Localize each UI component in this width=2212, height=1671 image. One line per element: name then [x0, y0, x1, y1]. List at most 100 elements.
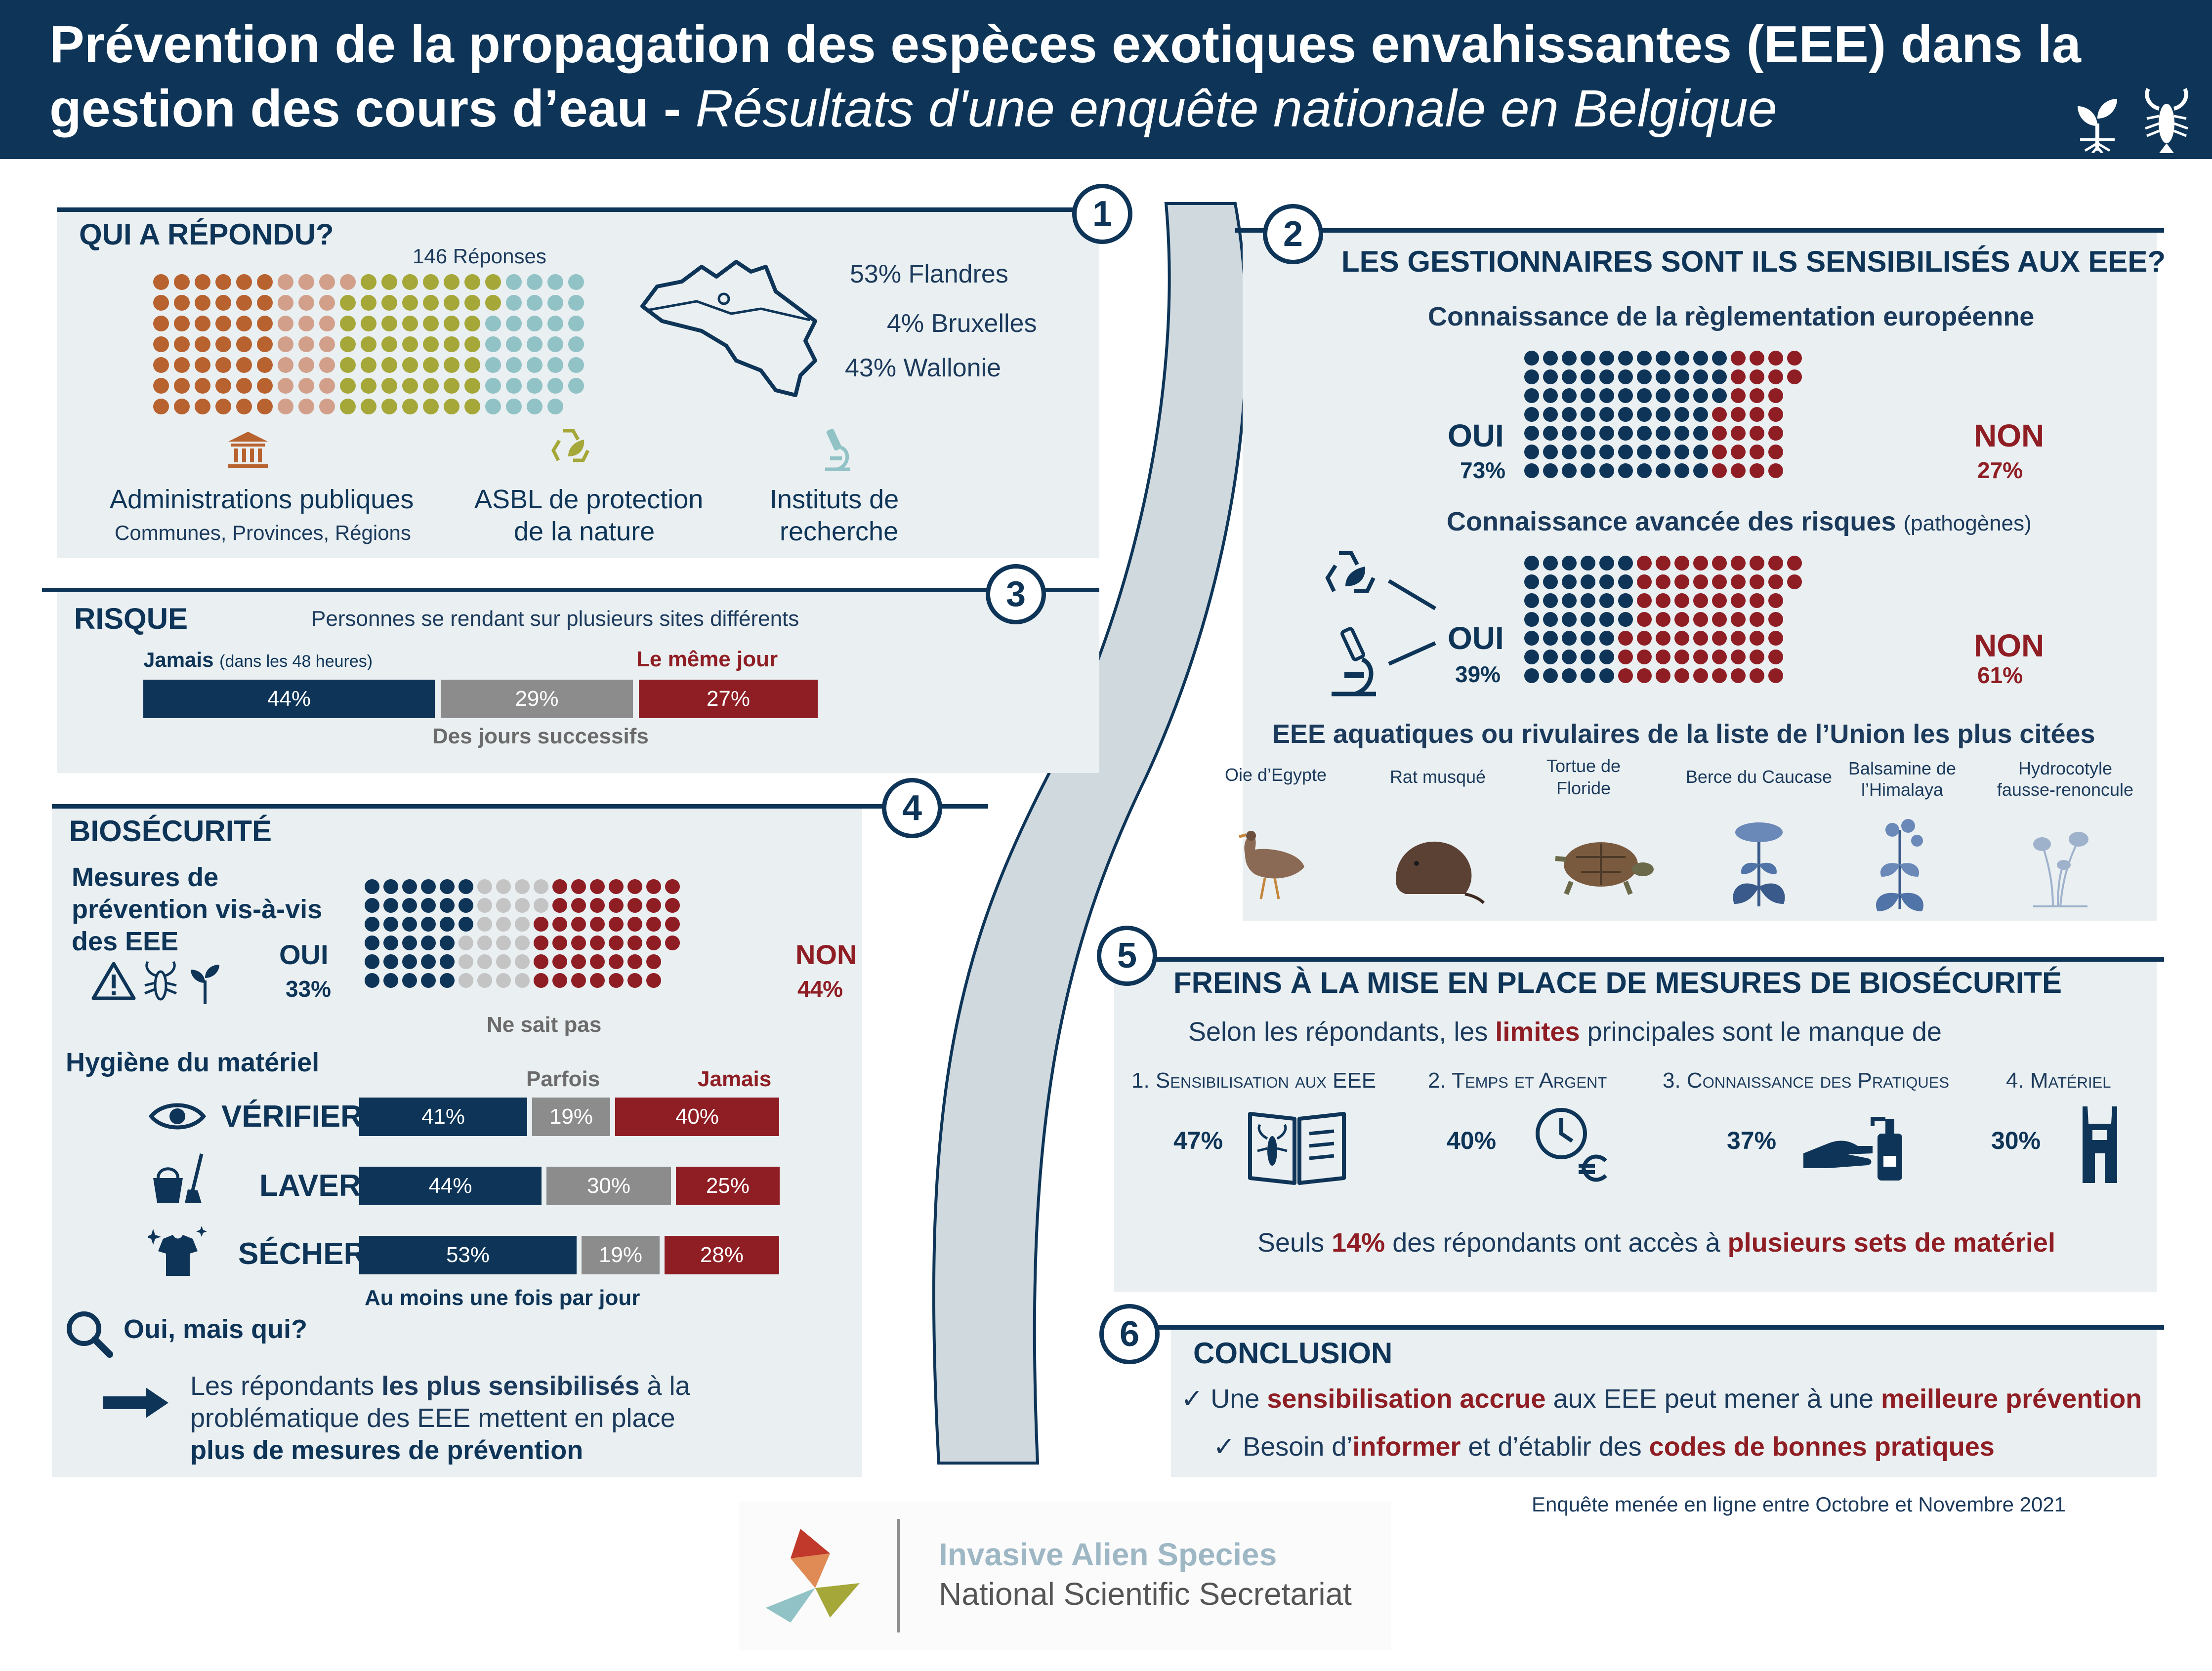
- respondent-dot: [174, 274, 190, 290]
- biosecurity-dot: [496, 954, 511, 969]
- respondent-dot: [195, 295, 210, 311]
- biosecurity-dot: [534, 936, 548, 950]
- q1-dot: [1637, 407, 1652, 422]
- response-count: 146 Réponses: [413, 245, 546, 268]
- respondent-dot: [423, 295, 439, 311]
- q1-dot-grid: [1524, 351, 1802, 478]
- respondent-dot: [464, 295, 480, 311]
- respondent-dot: [195, 378, 210, 394]
- biosecurity-dot: [609, 898, 624, 913]
- q2-dot: [1524, 631, 1539, 646]
- respondent-dot: [278, 357, 293, 373]
- bank-icon: [228, 432, 268, 468]
- q2-dot: [1674, 556, 1689, 571]
- respondent-dot: [402, 399, 418, 414]
- biosecurity-dot: [627, 917, 642, 932]
- q1-no-label: NON: [1974, 418, 2045, 453]
- respondent-dot: [236, 357, 252, 373]
- respondent-dot: [527, 336, 543, 352]
- region-bruxelles: 4% Bruxelles: [887, 309, 1037, 338]
- species-turtle-label2: Floride: [1556, 778, 1611, 798]
- biosecurity-dot: [365, 879, 379, 894]
- biosecurity-dot: [534, 879, 548, 894]
- hygiene-never-label: Jamais: [698, 1067, 772, 1091]
- respondent-dot: [568, 295, 584, 311]
- biosecurity-dot: [609, 936, 624, 950]
- respondent-dot: [506, 378, 522, 394]
- respondent-dot: [174, 378, 190, 394]
- biosecurity-dot: [571, 879, 586, 894]
- q1-dot: [1599, 445, 1614, 459]
- respondent-dot: [278, 399, 293, 414]
- turtle-icon: [1555, 842, 1654, 895]
- respondent-dot: [485, 357, 501, 373]
- respondent-dot: [153, 316, 169, 331]
- org-name-line1: Invasive Alien Species: [939, 1537, 1277, 1572]
- region-wallonie: 43% Wallonie: [845, 354, 1002, 382]
- q2-dot: [1543, 650, 1558, 664]
- biosecurity-dot: [477, 917, 492, 932]
- q1-dot: [1562, 351, 1577, 366]
- respondent-dot: [340, 336, 356, 352]
- respondent-dot: [236, 336, 252, 352]
- q1-dot: [1750, 369, 1764, 384]
- hygiene-bar-0-0: 41%: [359, 1098, 527, 1136]
- respondent-dot: [340, 316, 356, 331]
- q2-dot: [1637, 631, 1652, 646]
- biosecurity-dot: [459, 917, 473, 932]
- q2-dot: [1599, 650, 1614, 664]
- section6-rule: [1112, 1325, 2164, 1330]
- q1-dot: [1787, 351, 1802, 366]
- q1-dot: [1768, 351, 1783, 366]
- biosecurity-dot: [609, 917, 624, 932]
- biosecurity-dot: [627, 973, 642, 988]
- q2-dot: [1731, 668, 1746, 683]
- q2-dot: [1750, 631, 1764, 646]
- risk-bar-0: 44%: [143, 680, 435, 718]
- respondent-dot: [257, 274, 273, 290]
- q1-dot: [1693, 369, 1708, 384]
- respondent-dot: [298, 399, 314, 414]
- q1-dot: [1731, 351, 1746, 366]
- respondent-dot: [278, 274, 293, 290]
- biosecurity-dot: [496, 973, 511, 988]
- respondent-dot: [153, 378, 169, 394]
- biosecurity-dot: [365, 936, 379, 950]
- q1-dot: [1562, 445, 1577, 459]
- biosecurity-dot: [609, 973, 624, 988]
- q1-dot: [1656, 388, 1670, 403]
- biosec-unknown-label: Ne sait pas: [487, 1013, 602, 1037]
- section4-panel: [52, 808, 862, 1477]
- q2-dot: [1750, 593, 1764, 608]
- belgium-map-icon: [640, 260, 817, 397]
- respondent-dot: [215, 336, 231, 352]
- respondent-dot: [361, 336, 376, 352]
- q2-dot: [1581, 593, 1595, 608]
- respondent-dot: [485, 316, 501, 331]
- q1-dot: [1750, 351, 1764, 366]
- q1-dot: [1562, 407, 1577, 422]
- respondent-dot: [527, 295, 543, 311]
- biosecurity-dot: [421, 936, 436, 950]
- respondent-dot: [381, 378, 397, 394]
- q1-dot: [1693, 426, 1708, 441]
- respondent-dot: [547, 378, 563, 394]
- respondent-dot: [423, 336, 439, 352]
- connector-lines: [1387, 579, 1437, 666]
- q2-dot: [1618, 593, 1633, 608]
- q1-dot: [1693, 407, 1708, 422]
- hygiene-bar-1-0: 44%: [359, 1167, 542, 1205]
- q2-dot: [1693, 650, 1708, 664]
- q1-dot: [1524, 407, 1539, 422]
- respondent-dot: [485, 336, 501, 352]
- q2-dot: [1618, 631, 1633, 646]
- microscope-outline-icon: [1332, 627, 1376, 696]
- q1-dot: [1731, 426, 1746, 441]
- biosecurity-dot: [665, 936, 680, 950]
- hygiene-bar-1-1: 30%: [546, 1167, 671, 1205]
- section6-title: CONCLUSION: [1193, 1337, 1393, 1370]
- q1-dot: [1581, 426, 1595, 441]
- category-asbl-line2: de la nature: [514, 517, 655, 546]
- q1-dot: [1674, 351, 1689, 366]
- respondent-dot: [444, 357, 459, 373]
